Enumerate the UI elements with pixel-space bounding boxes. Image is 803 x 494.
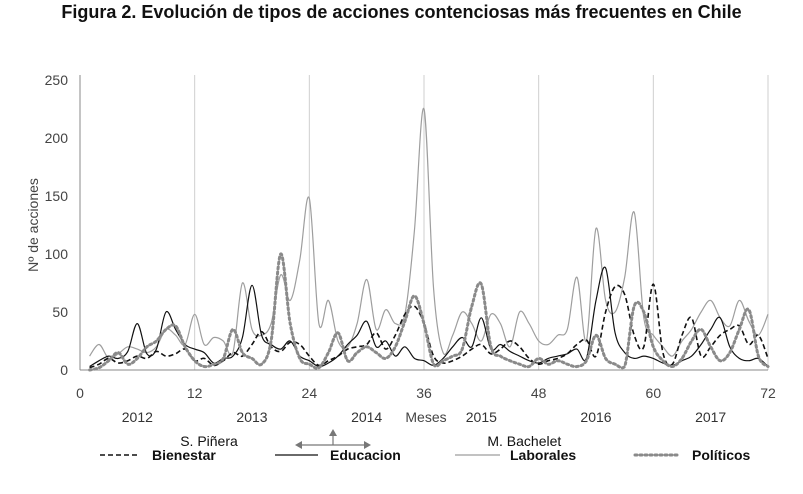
chart-title: Figura 2. Evolución de tipos de acciones… xyxy=(61,2,742,22)
legend-label: Educacion xyxy=(330,447,401,463)
arrowhead-right xyxy=(364,441,371,449)
arrowhead-up xyxy=(329,429,337,436)
legend-label: Políticos xyxy=(692,447,751,463)
y-tick-label: 150 xyxy=(45,188,69,204)
axes: 0 50 100 150 200 250 0 12 24 36 48 60 72 xyxy=(45,72,776,401)
arrowhead-left xyxy=(295,441,302,449)
legend-label: Laborales xyxy=(510,447,576,463)
year-label: 2013 xyxy=(236,409,267,425)
period-label: S. Piñera xyxy=(180,433,238,449)
x-tick-label: 24 xyxy=(302,385,318,401)
x-tick-label: 48 xyxy=(531,385,547,401)
labels-layer: 2012 2013 2014 2015 2016 2017 Meses Nº de accio… xyxy=(25,178,726,449)
y-axis-title: Nº de acciones xyxy=(25,178,41,272)
annotation xyxy=(295,429,371,449)
legend: Bienestar Educacion Laborales Políticos xyxy=(100,447,751,463)
period-label: M. Bachelet xyxy=(487,433,561,449)
x-tick-label: 12 xyxy=(187,385,203,401)
x-tick-label: 60 xyxy=(646,385,662,401)
year-separators xyxy=(194,75,769,370)
x-tick-label: 72 xyxy=(760,385,776,401)
series-line-polticos xyxy=(88,252,770,372)
series-layer xyxy=(88,108,770,372)
x-tick-label: 0 xyxy=(76,385,84,401)
year-label: 2014 xyxy=(351,409,382,425)
x-axis-title: Meses xyxy=(405,409,446,425)
series-line-educacion xyxy=(89,266,769,368)
year-label: 2017 xyxy=(695,409,726,425)
y-tick-label: 200 xyxy=(45,130,69,146)
year-label: 2016 xyxy=(580,409,611,425)
legend-label: Bienestar xyxy=(152,447,216,463)
x-tick-label: 36 xyxy=(416,385,432,401)
year-label: 2015 xyxy=(466,409,497,425)
y-tick-label: 100 xyxy=(45,246,69,262)
y-tick-label: 50 xyxy=(52,304,68,320)
y-tick-label: 0 xyxy=(60,362,68,378)
year-label: 2012 xyxy=(122,409,153,425)
y-tick-label: 250 xyxy=(45,72,69,88)
series-line-laborales xyxy=(89,108,769,360)
